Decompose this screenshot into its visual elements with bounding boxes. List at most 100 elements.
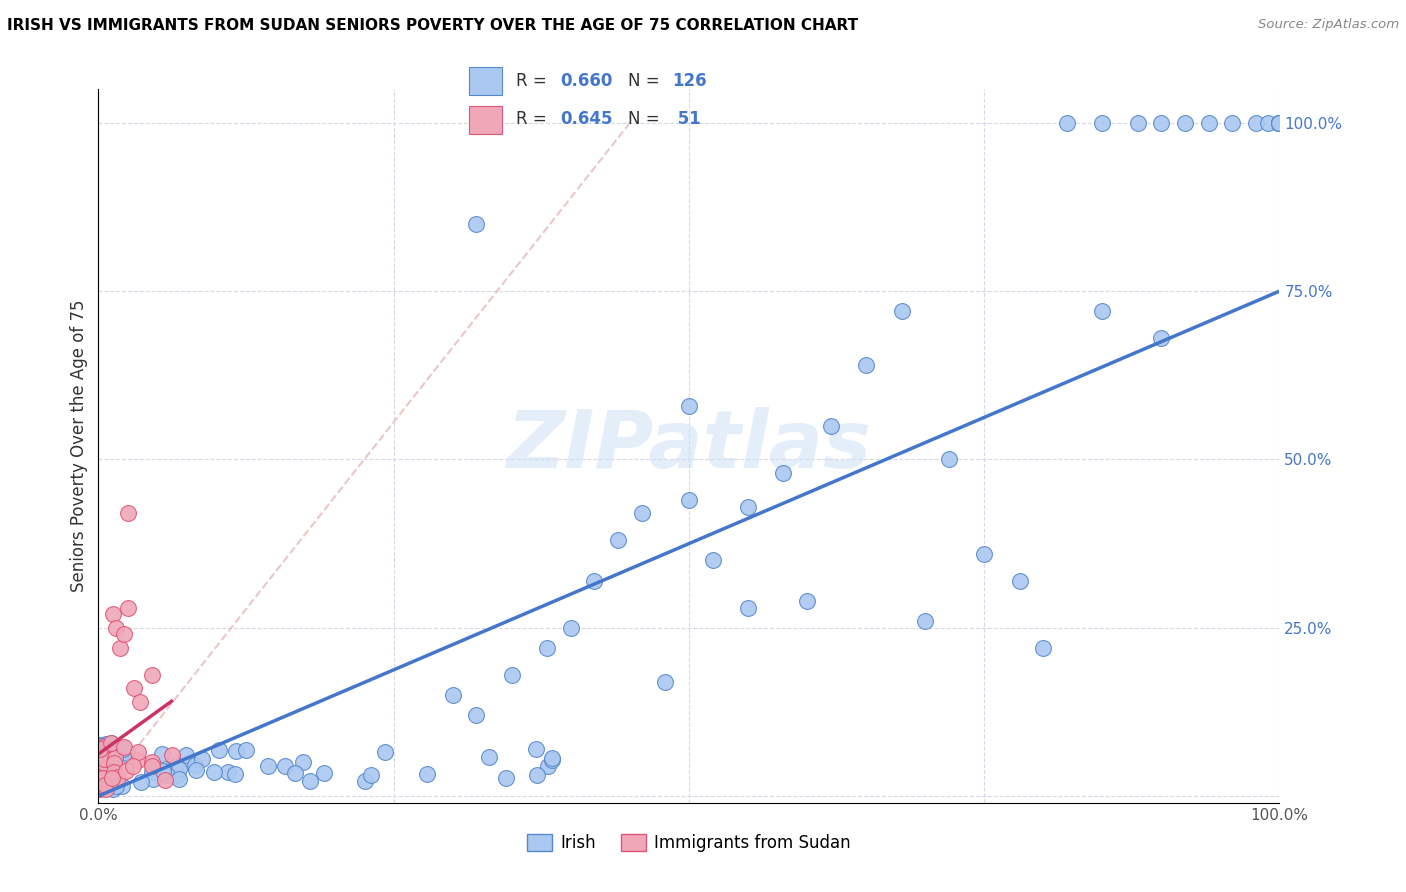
- Text: 126: 126: [672, 72, 707, 90]
- Point: [291, 755, 314, 769]
- Point: [129, 775, 152, 789]
- Point: [90, 751, 112, 765]
- Point: [141, 668, 163, 682]
- Point: [89, 757, 111, 772]
- Point: [93, 756, 115, 771]
- Point: [89, 754, 111, 768]
- Point: [90, 777, 112, 791]
- Point: [217, 764, 239, 779]
- Point: [284, 766, 307, 780]
- Point: [107, 770, 129, 784]
- Text: N =: N =: [628, 111, 665, 128]
- Point: [90, 778, 112, 792]
- Point: [90, 778, 112, 792]
- Point: [973, 547, 995, 561]
- Point: [537, 759, 560, 773]
- Point: [94, 737, 117, 751]
- Point: [103, 753, 125, 767]
- Point: [94, 756, 117, 771]
- Point: [353, 774, 375, 789]
- Point: [820, 418, 842, 433]
- Point: [273, 758, 295, 772]
- Point: [737, 500, 759, 514]
- Point: [938, 452, 960, 467]
- Point: [96, 746, 118, 760]
- Point: [93, 739, 115, 754]
- Point: [191, 752, 214, 766]
- Point: [108, 640, 131, 655]
- Point: [1174, 116, 1197, 130]
- Text: R =: R =: [516, 111, 553, 128]
- Point: [93, 769, 115, 783]
- Point: [152, 764, 174, 779]
- Point: [495, 771, 517, 785]
- Point: [890, 304, 912, 318]
- Point: [141, 755, 163, 769]
- Point: [524, 742, 547, 756]
- Point: [1091, 304, 1114, 318]
- Point: [93, 773, 115, 788]
- Point: [225, 744, 247, 758]
- Point: [100, 771, 122, 785]
- Point: [1268, 116, 1291, 130]
- Point: [155, 773, 177, 788]
- Point: [160, 761, 183, 775]
- Point: [174, 747, 197, 762]
- Point: [1008, 574, 1031, 588]
- Point: [165, 758, 187, 772]
- Point: [441, 688, 464, 702]
- Point: [142, 772, 165, 786]
- Point: [235, 743, 257, 757]
- Point: [607, 533, 630, 548]
- Point: [122, 681, 145, 696]
- Point: [100, 736, 122, 750]
- Point: [105, 621, 128, 635]
- Point: [89, 781, 111, 796]
- Point: [224, 767, 246, 781]
- Point: [166, 768, 188, 782]
- Point: [737, 600, 759, 615]
- Point: [202, 765, 225, 780]
- Point: [208, 743, 231, 757]
- Point: [1220, 116, 1243, 130]
- Point: [97, 754, 120, 768]
- Point: [478, 750, 501, 764]
- Point: [101, 782, 124, 797]
- Point: [127, 753, 149, 767]
- Point: [87, 774, 110, 789]
- Point: [90, 747, 112, 761]
- Point: [560, 621, 582, 635]
- Point: [1056, 116, 1078, 130]
- Point: [100, 737, 122, 751]
- Point: [87, 774, 110, 789]
- Point: [630, 506, 652, 520]
- Point: [541, 751, 564, 765]
- Point: [103, 756, 125, 770]
- Point: [184, 764, 207, 778]
- Point: [91, 779, 114, 793]
- Point: [855, 358, 877, 372]
- Point: [91, 752, 114, 766]
- Text: 0.645: 0.645: [560, 111, 613, 128]
- Point: [1126, 116, 1149, 130]
- Point: [89, 742, 111, 756]
- Point: [678, 399, 700, 413]
- Point: [360, 767, 382, 781]
- Point: [101, 746, 124, 760]
- Point: [91, 766, 114, 780]
- Point: [312, 766, 335, 780]
- Point: [91, 751, 114, 765]
- Point: [150, 747, 173, 761]
- Point: [1268, 116, 1291, 130]
- Point: [1268, 116, 1291, 130]
- Point: [87, 756, 110, 771]
- Legend: Irish, Immigrants from Sudan: Irish, Immigrants from Sudan: [520, 827, 858, 859]
- Text: ZIPatlas: ZIPatlas: [506, 407, 872, 485]
- Text: 51: 51: [672, 111, 702, 128]
- Point: [465, 217, 488, 231]
- Point: [526, 767, 548, 781]
- Point: [93, 739, 115, 754]
- Point: [101, 607, 124, 622]
- Point: [90, 749, 112, 764]
- Point: [160, 748, 183, 763]
